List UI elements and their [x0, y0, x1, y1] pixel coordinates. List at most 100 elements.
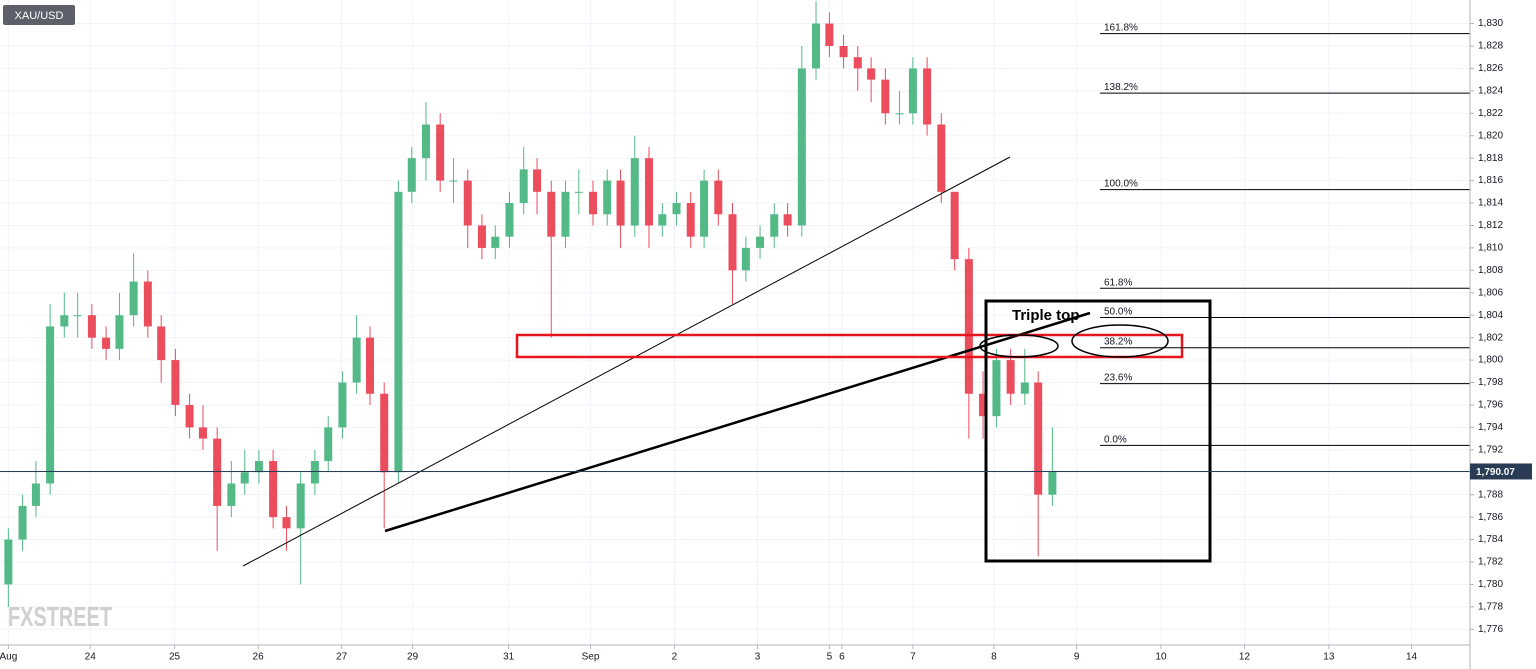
candle-body	[18, 505, 27, 540]
x-tick-label: 24	[85, 652, 97, 663]
y-tick-label: 1,812	[1478, 220, 1503, 231]
candle-body	[338, 382, 347, 428]
last-price-badge	[1470, 463, 1532, 480]
y-tick-label: 1,810	[1478, 243, 1503, 254]
candle-body	[574, 191, 583, 193]
y-tick-label: 1,816	[1478, 175, 1503, 186]
fib-label: 161.8%	[1104, 23, 1138, 34]
candle-body	[129, 281, 138, 316]
candle-body	[213, 438, 222, 506]
y-tick-label: 1,776	[1478, 624, 1503, 635]
y-tick-label: 1,800	[1478, 355, 1503, 366]
candle-body	[449, 180, 458, 182]
candle-body	[839, 45, 848, 58]
y-tick-label: 1,828	[1478, 41, 1503, 52]
trend-line-bold	[384, 311, 1091, 533]
x-tick-label: 27	[336, 652, 348, 663]
candle-body	[324, 427, 333, 462]
candle-body	[630, 158, 639, 226]
candle-body	[352, 337, 361, 383]
candle-body	[658, 214, 667, 226]
candle-body	[686, 203, 695, 237]
candle-body	[143, 281, 152, 327]
candle-body	[812, 23, 821, 69]
candle-body	[407, 158, 416, 192]
candle-body	[950, 191, 959, 260]
candle-body	[46, 326, 55, 484]
candle-body	[4, 539, 13, 585]
candle-body	[561, 191, 570, 237]
annotation: Triple top	[1012, 307, 1080, 324]
axes: 1,776 1,778 1,780 1,782 1,784 1,786 1,788 1,790…	[0, 18, 1532, 663]
fib-label: 138.2%	[1104, 82, 1138, 93]
candle-body	[979, 393, 988, 417]
candle-body	[797, 68, 806, 226]
fib-label: 100.0%	[1104, 179, 1138, 190]
candle-body	[728, 214, 737, 271]
candle-body	[227, 483, 236, 506]
x-tick-label: 10	[1155, 652, 1167, 663]
candle-body	[1034, 382, 1043, 495]
x-tick-label: 3	[755, 652, 761, 663]
y-tick-label: 1,786	[1478, 512, 1503, 523]
x-tick-label: 6	[839, 652, 845, 663]
x-tick-label: 8	[991, 652, 997, 663]
candle-body	[964, 259, 973, 394]
x-tick-label: 25	[169, 652, 181, 663]
candle-body	[73, 315, 82, 317]
x-tick-label: 14	[1406, 652, 1418, 663]
top-ellipse	[979, 334, 1059, 358]
x-tick-label: 9	[1074, 652, 1080, 663]
y-tick-label: 1,782	[1478, 557, 1503, 568]
candle-body	[616, 180, 625, 226]
x-tick-label: 2	[672, 652, 678, 663]
candle-body	[115, 315, 124, 349]
candle-body	[881, 79, 890, 114]
x-tick-label: 31	[503, 652, 515, 663]
candle-body	[394, 191, 403, 473]
resistance-zone	[515, 333, 1184, 359]
fib-label: 0.0%	[1104, 434, 1127, 445]
y-tick-label: 1,820	[1478, 130, 1503, 141]
candle-body	[171, 360, 180, 405]
y-tick-label: 1,824	[1478, 86, 1503, 97]
candle-body	[240, 472, 249, 484]
y-tick-label: 1,784	[1478, 534, 1503, 545]
candle-body	[1020, 382, 1029, 394]
y-tick-label: 1,830	[1478, 18, 1503, 29]
candle-body	[533, 169, 542, 192]
fib-label: 50.0%	[1104, 306, 1132, 317]
candle-body	[1006, 360, 1015, 394]
candle-body	[825, 23, 834, 46]
y-tick-label: 1,822	[1478, 108, 1503, 119]
candle-body	[185, 404, 194, 428]
last-price-label: 1,790.07	[1476, 467, 1515, 478]
candle-body	[519, 169, 528, 204]
y-tick-label: 1,792	[1478, 444, 1503, 455]
y-tick-label: 1,796	[1478, 400, 1503, 411]
candle-body	[589, 191, 598, 215]
candle-body	[60, 315, 69, 327]
candle-body	[87, 315, 96, 338]
candle-body	[644, 158, 653, 226]
candle-body	[380, 393, 389, 473]
x-tick-label: 5	[827, 652, 833, 663]
y-tick-label: 1,788	[1478, 489, 1503, 500]
overlay: Triple top 161.8% 138.2% 100.0% 61.8% 50.0% 3…	[0, 23, 1470, 567]
y-tick-label: 1,778	[1478, 602, 1503, 613]
candle-body	[923, 68, 932, 125]
candle-body	[770, 214, 779, 237]
y-tick-label: 1,794	[1478, 422, 1503, 433]
y-tick-label: 1,814	[1478, 198, 1503, 209]
candle-body	[31, 483, 40, 506]
candle-body	[269, 461, 278, 518]
candle-body	[603, 180, 612, 215]
candle-body	[157, 326, 166, 361]
x-tick-label: 12	[1239, 652, 1251, 663]
candle-body	[366, 337, 375, 394]
candle-body	[296, 483, 305, 529]
trend-line	[242, 156, 1011, 567]
x-tick-label: Aug	[0, 652, 17, 663]
